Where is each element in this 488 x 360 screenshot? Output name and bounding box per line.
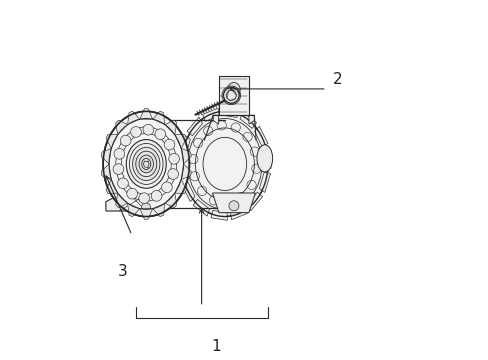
Circle shape xyxy=(209,196,218,205)
Circle shape xyxy=(231,123,240,132)
Circle shape xyxy=(130,127,141,137)
Polygon shape xyxy=(116,193,127,208)
Polygon shape xyxy=(212,193,255,213)
Bar xyxy=(218,76,248,115)
Polygon shape xyxy=(106,134,118,148)
Circle shape xyxy=(142,124,153,135)
Text: 2: 2 xyxy=(332,72,342,87)
Polygon shape xyxy=(127,203,140,217)
Ellipse shape xyxy=(126,140,166,188)
Polygon shape xyxy=(222,108,238,117)
Circle shape xyxy=(193,138,203,148)
Circle shape xyxy=(190,172,199,181)
Circle shape xyxy=(188,154,198,164)
Circle shape xyxy=(223,198,232,207)
Polygon shape xyxy=(140,109,152,119)
Circle shape xyxy=(203,126,212,135)
Circle shape xyxy=(155,129,165,140)
Polygon shape xyxy=(246,192,262,211)
Circle shape xyxy=(114,148,124,159)
Circle shape xyxy=(139,193,149,203)
Polygon shape xyxy=(254,126,267,147)
Ellipse shape xyxy=(103,111,189,216)
Circle shape xyxy=(126,188,137,199)
Ellipse shape xyxy=(227,82,240,97)
Polygon shape xyxy=(181,181,195,202)
Circle shape xyxy=(228,201,239,211)
Polygon shape xyxy=(174,179,186,194)
Circle shape xyxy=(243,132,252,141)
Circle shape xyxy=(197,186,206,195)
Polygon shape xyxy=(116,120,127,135)
Circle shape xyxy=(151,190,162,201)
Circle shape xyxy=(168,153,179,164)
Circle shape xyxy=(250,147,259,156)
Polygon shape xyxy=(101,148,111,164)
Circle shape xyxy=(120,135,131,146)
Circle shape xyxy=(223,87,239,103)
Polygon shape xyxy=(263,148,270,168)
Polygon shape xyxy=(101,164,111,179)
Polygon shape xyxy=(179,135,190,156)
Circle shape xyxy=(141,203,150,212)
Text: 1: 1 xyxy=(211,339,220,354)
Polygon shape xyxy=(105,188,159,211)
Polygon shape xyxy=(210,210,227,220)
Polygon shape xyxy=(178,159,186,180)
Circle shape xyxy=(246,180,256,190)
Circle shape xyxy=(217,121,226,130)
Circle shape xyxy=(236,192,245,202)
Ellipse shape xyxy=(182,111,267,216)
Polygon shape xyxy=(164,120,177,135)
Polygon shape xyxy=(106,179,118,194)
Ellipse shape xyxy=(132,147,160,180)
Polygon shape xyxy=(164,193,177,208)
Polygon shape xyxy=(174,134,186,148)
Circle shape xyxy=(113,164,123,174)
Circle shape xyxy=(118,178,128,189)
Text: 3: 3 xyxy=(118,264,128,279)
Polygon shape xyxy=(187,117,202,136)
Circle shape xyxy=(167,169,178,179)
Polygon shape xyxy=(181,148,191,164)
Polygon shape xyxy=(240,112,256,129)
Polygon shape xyxy=(213,115,218,124)
Polygon shape xyxy=(181,164,191,179)
Ellipse shape xyxy=(256,145,272,172)
Polygon shape xyxy=(127,111,140,125)
Circle shape xyxy=(164,139,175,150)
Polygon shape xyxy=(152,203,164,217)
Polygon shape xyxy=(152,111,164,125)
Ellipse shape xyxy=(139,155,153,173)
Polygon shape xyxy=(230,207,247,220)
Polygon shape xyxy=(248,115,254,124)
Circle shape xyxy=(161,182,172,193)
Polygon shape xyxy=(193,199,209,216)
Polygon shape xyxy=(140,209,152,219)
Polygon shape xyxy=(202,108,219,121)
Circle shape xyxy=(251,164,261,174)
Polygon shape xyxy=(259,172,270,192)
